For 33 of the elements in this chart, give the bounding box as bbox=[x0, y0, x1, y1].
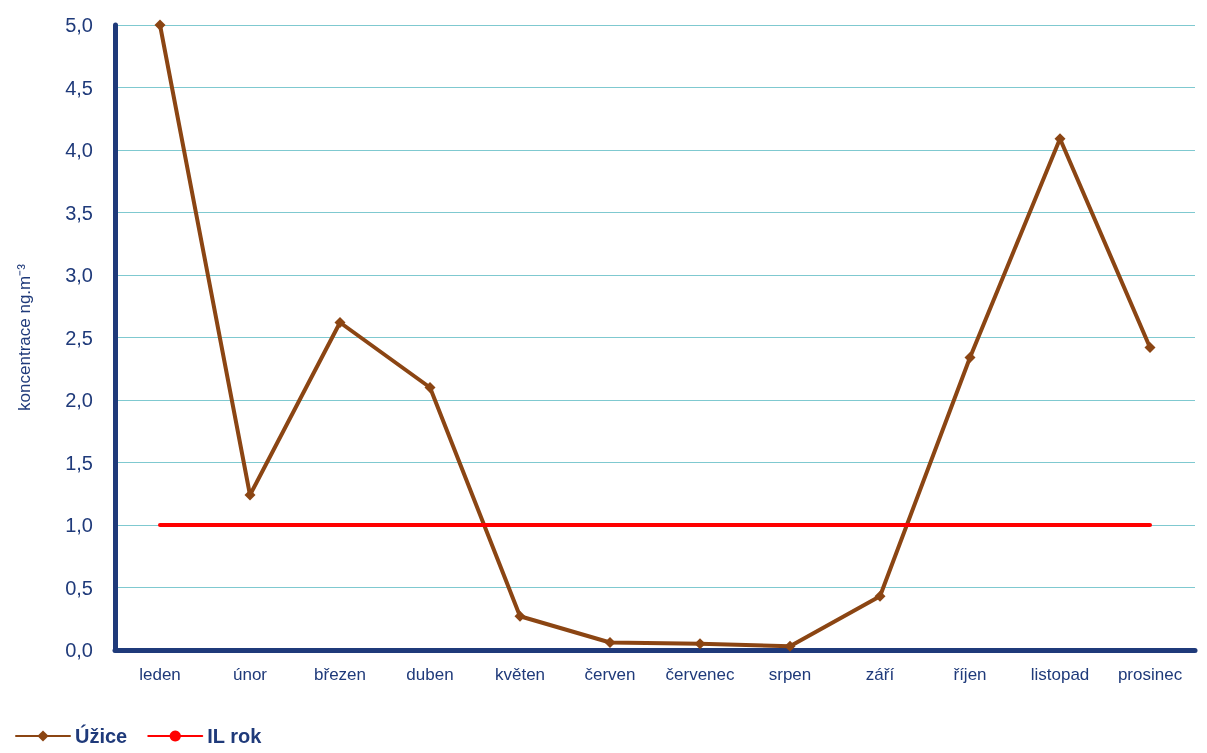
point bbox=[874, 590, 886, 602]
y-tick-label: 1,5 bbox=[65, 451, 93, 474]
y-tick-label: 3,5 bbox=[65, 201, 93, 224]
y-tick-label: 0,0 bbox=[65, 639, 93, 661]
point bbox=[964, 352, 976, 363]
x-tick-label: březen bbox=[314, 665, 366, 684]
point bbox=[334, 317, 346, 328]
x-tick-label: prosinec bbox=[1117, 665, 1183, 684]
x-tick-label: únor bbox=[232, 665, 268, 684]
x-tick-label: červen bbox=[584, 665, 636, 684]
x-tick-label: listopad bbox=[1030, 665, 1090, 684]
x-tick-label: leden bbox=[139, 665, 181, 684]
legend-label: Úžice bbox=[75, 724, 128, 747]
y-tick-label: 0,5 bbox=[65, 576, 93, 599]
y-tick-label: 3,0 bbox=[65, 264, 93, 286]
y-tick-label: 2,5 bbox=[65, 326, 93, 349]
y-axis-title: koncentrace ng.m⁻³ bbox=[15, 263, 34, 411]
x-tick-label: květen bbox=[494, 665, 546, 684]
x-tick-label: říjen bbox=[953, 665, 987, 684]
x-tick-label: srpen bbox=[768, 665, 812, 684]
legend-label: IL rok bbox=[207, 725, 263, 747]
x-tick-label: červenec bbox=[665, 665, 735, 684]
x-tick-label: září bbox=[865, 665, 895, 684]
x-tick-label: duben bbox=[406, 665, 454, 684]
point bbox=[1144, 342, 1156, 353]
y-tick-label: 1,0 bbox=[65, 514, 93, 536]
point bbox=[514, 610, 526, 622]
point bbox=[154, 19, 166, 31]
point bbox=[424, 382, 436, 393]
y-tick-label: 4,5 bbox=[65, 76, 93, 99]
y-tick-label: 4,0 bbox=[65, 139, 93, 161]
y-tick-label: 2,0 bbox=[65, 389, 93, 411]
y-tick-label: 5,0 bbox=[65, 14, 93, 36]
